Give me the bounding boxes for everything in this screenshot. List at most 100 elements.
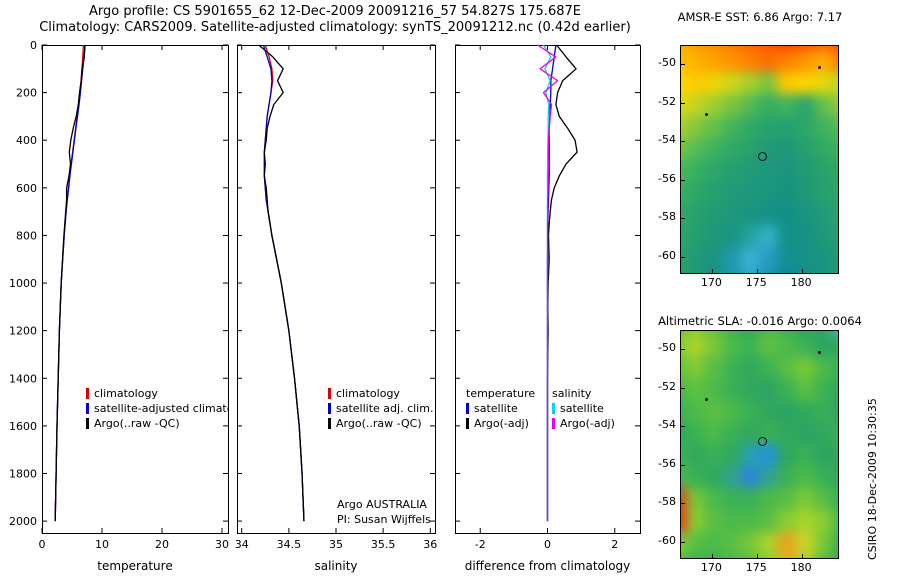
lat-tick-label: -50 <box>658 56 676 70</box>
heatmap-cell <box>741 49 760 72</box>
heatmap-cell <box>777 356 796 379</box>
heatmap-cell <box>686 115 705 138</box>
legend-label: climatology <box>336 387 400 400</box>
heatmap-cell <box>686 203 705 226</box>
axes-box <box>42 45 229 534</box>
heatmap-cell <box>814 334 833 357</box>
heatmap-cell <box>777 46 796 50</box>
series-line <box>54 44 86 522</box>
heatmap-cell <box>741 466 760 489</box>
heatmap-cell <box>704 554 724 558</box>
station-dot <box>704 112 708 116</box>
heatmap-cell <box>777 181 796 204</box>
heatmap-cell <box>759 532 778 555</box>
heatmap-cell <box>832 444 838 467</box>
figure-title: Argo profile: CS 5901655_62 12-Dec-2009 … <box>10 4 660 36</box>
legend-item: Argo(-adj) <box>552 416 636 431</box>
heatmap-cell <box>795 71 815 94</box>
legend-swatch-argo <box>328 418 331 429</box>
heatmap-cell <box>814 71 833 94</box>
x-tick-label: -2 <box>475 538 486 551</box>
series-line <box>54 44 86 522</box>
heatmap-cell <box>723 510 742 533</box>
legend-swatch-argo <box>86 418 89 429</box>
x-tick-label: 36 <box>423 538 437 551</box>
lon-tick-label: 175 <box>745 276 767 289</box>
heatmap-cell <box>832 466 838 489</box>
lat-tick-label: -60 <box>658 248 676 262</box>
heatmap-cell <box>686 466 705 489</box>
heatmap-cell <box>704 115 724 138</box>
heatmap-cell <box>795 247 815 270</box>
heatmap-cell <box>759 93 778 116</box>
heatmap-cell <box>723 554 742 558</box>
x-tick-label: 0 <box>39 538 46 551</box>
heatmap-cell <box>741 378 760 401</box>
heatmap-cell <box>723 203 742 226</box>
csiro-timestamp: CSIRO 18-Dec-2009 10:30:35 <box>866 398 879 560</box>
heatmap-cell <box>686 159 705 182</box>
heatmap-cell <box>686 422 705 445</box>
heatmap-cell <box>759 181 778 204</box>
heatmap-cell <box>741 71 760 94</box>
heatmap-cell <box>814 269 833 273</box>
heatmap-cell <box>795 203 815 226</box>
x-axis-label: temperature <box>97 559 172 573</box>
heatmap-cell <box>681 400 687 423</box>
heatmap-cell <box>759 356 778 379</box>
heatmap-cell <box>759 247 778 270</box>
heatmap-cell <box>832 115 838 138</box>
x-tick-label: 30 <box>215 538 229 551</box>
heatmap-cell <box>832 378 838 401</box>
legend-item: Argo(..raw -QC) <box>328 416 435 431</box>
heatmap-cell <box>681 269 687 273</box>
heatmap-cell <box>814 137 833 160</box>
station-dot <box>817 350 821 354</box>
x-tick-label: 34 <box>235 538 249 551</box>
legend-item: satellite adj. clim. <box>328 401 435 416</box>
y-tick-label: 400 <box>16 134 37 147</box>
heatmap-cell <box>777 378 796 401</box>
heatmap-cell <box>681 422 687 445</box>
heatmap-cell <box>704 444 724 467</box>
lat-tick-label: -52 <box>658 379 676 393</box>
heatmap-cell <box>795 181 815 204</box>
heatmap-cell <box>723 422 742 445</box>
y-tick-label: 600 <box>16 182 37 195</box>
x-tick-label: 20 <box>155 538 169 551</box>
heatmap-cell <box>814 532 833 555</box>
heatmap-cell <box>681 93 687 116</box>
legend-swatch-satellite-adjusted <box>86 403 89 414</box>
lat-tick-label: -54 <box>658 418 676 432</box>
heatmap-cell <box>681 334 687 357</box>
heatmap-cell <box>814 203 833 226</box>
heatmap-cell <box>832 46 838 50</box>
heatmap-cell <box>704 400 724 423</box>
heatmap-cell <box>759 488 778 511</box>
heatmap-cell <box>704 510 724 533</box>
heatmap-cell <box>741 203 760 226</box>
heatmap-cell <box>686 181 705 204</box>
heatmap-cell <box>741 510 760 533</box>
y-tick-label: 1800 <box>9 467 37 480</box>
lat-tick <box>681 218 685 220</box>
heatmap-cell <box>795 356 815 379</box>
heatmap-cell <box>814 488 833 511</box>
heatmap-cell <box>686 532 705 555</box>
legend-item: climatology <box>328 386 435 401</box>
y-tick-label: 2000 <box>9 515 37 528</box>
legend-swatch-temp-argo <box>466 418 469 429</box>
heatmap-cell <box>814 356 833 379</box>
heatmap-cell <box>704 225 724 248</box>
heatmap-cell <box>741 93 760 116</box>
heatmap-cell <box>759 334 778 357</box>
lon-tick <box>802 554 804 558</box>
heatmap-cell <box>777 225 796 248</box>
heatmap-cell <box>681 378 687 401</box>
heatmap-cell <box>759 444 778 467</box>
heatmap-cell <box>814 247 833 270</box>
legend-swatch-satellite-adj-clim <box>328 403 331 414</box>
heatmap-cell <box>723 93 742 116</box>
heatmap-cell <box>741 159 760 182</box>
heatmap-cell <box>777 247 796 270</box>
